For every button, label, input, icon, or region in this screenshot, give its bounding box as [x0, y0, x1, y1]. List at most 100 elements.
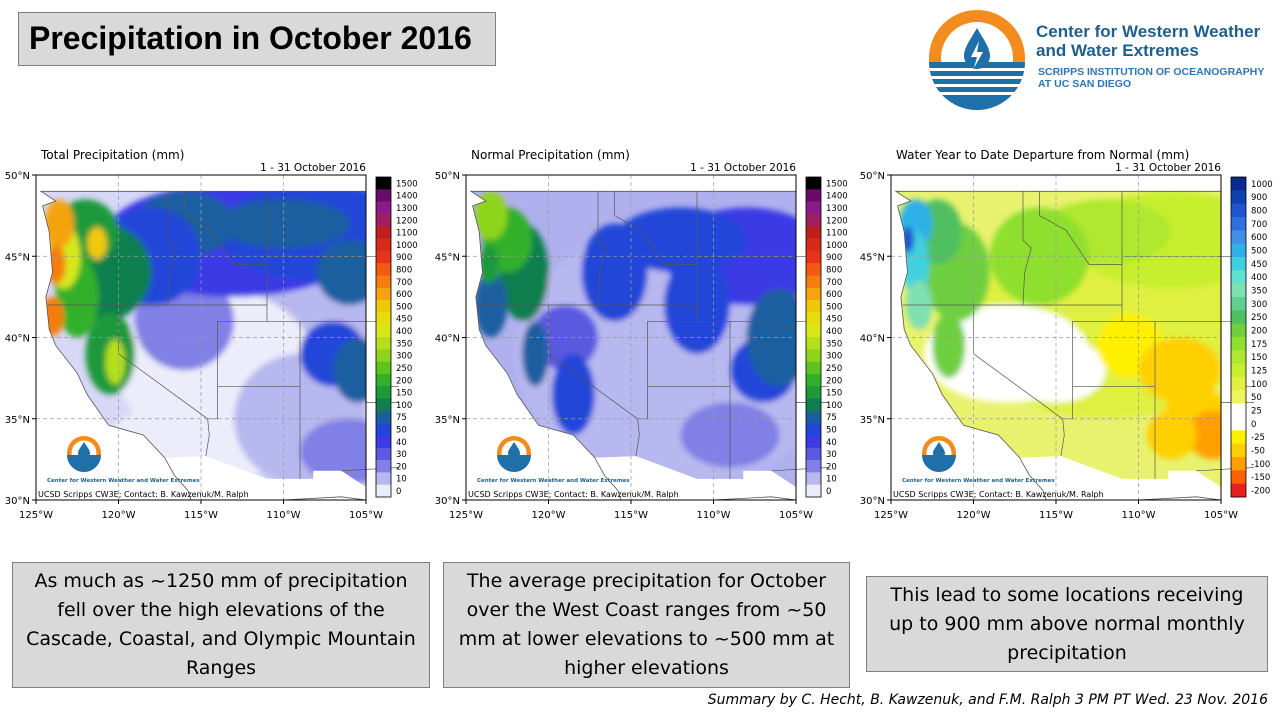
colorbar-frame [805, 176, 822, 498]
precip-region [333, 337, 367, 403]
colorbar-swatch [1231, 403, 1246, 418]
colorbar-swatch [1231, 297, 1246, 311]
colorbar-swatch [1231, 417, 1246, 431]
map-svg: Water Year to Date Departure from Normal… [860, 148, 1273, 521]
map-title: Total Precipitation (mm) [40, 148, 184, 162]
colorbar-swatch [806, 447, 821, 461]
lon-label: 115°W [1039, 510, 1073, 521]
state-border [597, 191, 607, 306]
colorbar-swatch [806, 349, 821, 362]
state-border [1060, 418, 1065, 457]
colorbar-swatch [806, 300, 821, 313]
precip-region [1146, 410, 1197, 460]
lat-label: 35°N [435, 415, 460, 426]
mini-logo-text: Center for Western Weather and Water Ext… [477, 478, 630, 484]
colorbar-swatch [376, 386, 391, 399]
colorbar-label: 700 [1251, 220, 1267, 230]
colorbar-swatch [376, 472, 391, 485]
colorbar-label: 800 [396, 266, 412, 276]
colorbar-swatch [1231, 443, 1246, 458]
colorbar-swatch [1231, 483, 1246, 498]
colorbar-label: 350 [396, 339, 412, 349]
colorbar-label: 1000 [826, 241, 848, 251]
colorbar-swatch [806, 177, 821, 190]
coastline [39, 190, 367, 501]
colorbar-label: 1400 [396, 192, 418, 202]
lat-label: 40°N [5, 334, 30, 345]
mexico-area [594, 456, 796, 500]
colorbar-label: 1500 [396, 179, 418, 189]
state-border [205, 418, 210, 457]
colorbar-swatch [806, 423, 821, 436]
colorbar-swatch [806, 386, 821, 399]
coastline [469, 190, 797, 501]
colorbar-swatch [806, 435, 821, 449]
colorbar-swatch [376, 460, 391, 473]
precip-region [551, 353, 595, 435]
colorbar-label: 1200 [396, 216, 418, 226]
colorbar-label: 1400 [826, 192, 848, 202]
colorbar-swatch [376, 324, 391, 338]
colorbar-swatch [1231, 270, 1246, 284]
colorbar-swatch [1231, 257, 1246, 271]
colorbar-label: 450 [826, 315, 842, 325]
colorbar-swatch [806, 312, 821, 325]
colorbar-swatch [806, 213, 821, 227]
precip-region [1138, 337, 1222, 403]
colorbar-swatch [806, 287, 821, 301]
colorbar-swatch [376, 177, 391, 190]
colorbar-label: 250 [826, 364, 842, 374]
colorbar-swatch [376, 484, 391, 498]
colorbar-label: 50 [826, 426, 837, 436]
lon-label: 120°W [102, 510, 136, 521]
colorbar-swatch [1231, 457, 1246, 471]
lon-label: 120°W [957, 510, 991, 521]
precip-region [87, 227, 107, 260]
colorbar-swatch [806, 337, 821, 350]
map-panel-normal: Normal Precipitation (mm) 1 - 31 October … [430, 140, 850, 532]
colorbar-swatch [806, 275, 821, 289]
colorbar-label: 700 [826, 278, 842, 288]
precip-region [522, 321, 549, 387]
colorbar-label: 1000 [1251, 180, 1273, 190]
lon-label: 115°W [184, 510, 218, 521]
colorbar-label: 400 [1251, 273, 1267, 283]
lon-label: 125°W [19, 510, 53, 521]
colorbar-swatch [1231, 323, 1246, 338]
colorbar-swatch [376, 287, 391, 301]
precip-region [474, 191, 508, 240]
mini-logo-text: Center for Western Weather and Water Ext… [47, 478, 200, 484]
colorbar-label: 900 [1251, 193, 1267, 203]
colorbar-label: 40 [826, 438, 837, 448]
colorbar-label: 200 [396, 376, 412, 386]
lat-label: 50°N [860, 171, 885, 182]
colorbar-swatch [376, 213, 391, 227]
colorbar-swatch [1231, 203, 1246, 218]
colorbar-swatch [376, 410, 391, 424]
lat-label: 45°N [860, 252, 885, 263]
colorbar-label: 10 [396, 475, 407, 485]
colorbar-label: 150 [826, 389, 842, 399]
colorbar-swatch [1231, 430, 1246, 444]
colorbar-swatch [806, 373, 821, 387]
precip-region [44, 199, 74, 249]
state-border [1039, 191, 1122, 265]
colorbar-swatch [1231, 350, 1246, 364]
colorbar-swatch [376, 349, 391, 362]
colorbar-swatch [1231, 377, 1246, 391]
lat-label: 45°N [5, 252, 30, 263]
map-date: 1 - 31 October 2016 [260, 162, 366, 174]
colorbar-label: 150 [396, 389, 412, 399]
colorbar-swatch [376, 238, 391, 252]
colorbar-swatch [1231, 470, 1246, 484]
mini-logo-icon [497, 436, 531, 472]
colorbar-swatch [806, 361, 821, 375]
map-date: 1 - 31 October 2016 [1115, 162, 1221, 174]
colorbar-label: 800 [1251, 207, 1267, 217]
coastline [894, 190, 1222, 501]
lon-label: 125°W [874, 510, 908, 521]
description-total: As much as ~1250 mm of precipitation fel… [12, 562, 430, 688]
map-svg: Total Precipitation (mm) 1 - 31 October 2… [5, 148, 418, 521]
title-box: Precipitation in October 2016 [18, 12, 496, 66]
colorbar-label: 500 [826, 302, 842, 312]
